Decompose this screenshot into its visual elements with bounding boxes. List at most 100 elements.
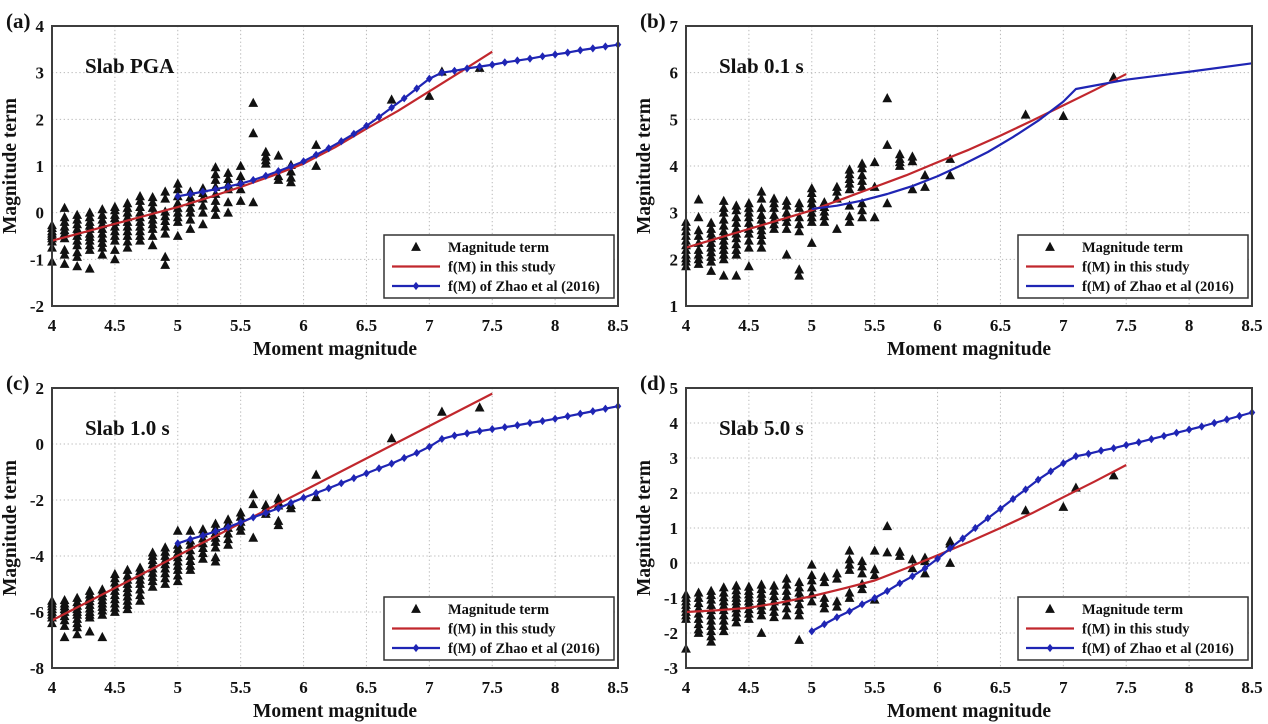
svg-text:-3: -3 [664,659,678,678]
svg-text:1: 1 [670,297,679,316]
legend-entry-label: Magnitude term [1082,602,1183,618]
legend-entry-label: f(M) in this study [448,622,556,638]
svg-text:6: 6 [933,678,942,697]
svg-text:7.5: 7.5 [482,316,503,335]
svg-text:4: 4 [48,678,57,697]
chart-svg: 4 4.5 5 5.5 6 6.5 7 7.5 8 8.5 -8 -6 -4 -2 0 2 Moment mag… [0,362,634,724]
y-axis-label: Magnitude term [634,98,655,234]
legend-entry-label: Magnitude term [1082,240,1183,256]
panel-b-slab-0.1s-chart: 4 4.5 5 5.5 6 6.5 7 7.5 8 8.5 1 2 3 4 5 6 7 Moment magnit… [634,0,1268,362]
panel-label: (a) [6,9,31,33]
grid-lines [52,26,618,306]
chart-svg: 4 4.5 5 5.5 6 6.5 7 7.5 8 8.5 -2 -1 0 1 2 3 4 Moment magn… [0,0,634,362]
svg-text:6: 6 [299,316,308,335]
svg-text:6.5: 6.5 [990,678,1011,697]
panel-title: Slab PGA [85,54,175,78]
svg-text:4.5: 4.5 [738,678,759,697]
svg-text:-8: -8 [30,659,44,678]
svg-text:6.5: 6.5 [990,316,1011,335]
svg-text:8: 8 [551,678,560,697]
legend-entry-label: f(M) of Zhao et al (2016) [1082,279,1234,295]
study-fit-line [51,50,493,242]
x-axis-label: Moment magnitude [253,339,417,360]
svg-text:3: 3 [670,204,679,223]
svg-text:2: 2 [670,250,679,269]
panel-a-slab-pga-chart: 4 4.5 5 5.5 6 6.5 7 7.5 8 8.5 -2 -1 0 1 2 3 4 Moment magn… [0,0,634,362]
grid-lines [686,26,1252,306]
svg-text:2: 2 [36,110,45,129]
panel-background [634,0,1268,362]
svg-text:8.5: 8.5 [1241,316,1262,335]
study-fit-line [685,464,1127,614]
svg-text:-1: -1 [664,589,678,608]
svg-text:6.5: 6.5 [356,316,377,335]
legend: Magnitude term f(M) in this study f(M) of … [1017,234,1249,299]
chart-svg: 4 4.5 5 5.5 6 6.5 7 7.5 8 8.5 1 2 3 4 5 6 7 Moment magnit… [634,0,1268,362]
zhao-fit-line [174,40,622,201]
svg-text:6.5: 6.5 [356,678,377,697]
svg-text:5.5: 5.5 [230,316,251,335]
svg-text:7.5: 7.5 [1116,678,1137,697]
svg-text:6: 6 [299,678,308,697]
svg-text:5: 5 [808,678,817,697]
svg-text:7: 7 [670,17,679,36]
svg-text:7: 7 [1059,316,1068,335]
study-fit-line [51,392,493,622]
svg-text:-2: -2 [30,491,44,510]
svg-text:7.5: 7.5 [1116,316,1137,335]
panel-title: Slab 5.0 s [719,416,804,440]
svg-text:5: 5 [670,379,679,398]
axis-box [685,25,1253,307]
legend-entry-label: Magnitude term [448,240,549,256]
svg-text:-2: -2 [664,624,678,643]
x-axis-label: Moment magnitude [887,339,1051,360]
legend: Magnitude term f(M) in this study f(M) of … [383,596,615,661]
panel-label: (c) [6,371,29,395]
svg-text:8: 8 [1185,316,1194,335]
tick-labels: 4 4.5 5 5.5 6 6.5 7 7.5 8 8.5 1 2 3 4 5 6 7 [670,17,1263,335]
svg-text:4.5: 4.5 [104,678,125,697]
panel-c-slab-1.0s-chart: 4 4.5 5 5.5 6 6.5 7 7.5 8 8.5 -8 -6 -4 -2 0 2 Moment mag… [0,362,634,724]
svg-text:2: 2 [36,379,45,398]
zhao-fit-line [811,62,1253,211]
panel-label: (d) [640,371,666,395]
legend: Magnitude term f(M) in this study f(M) of … [1017,596,1249,661]
panel-label: (b) [640,9,666,33]
tick-labels: 4 4.5 5 5.5 6 6.5 7 7.5 8 8.5 -8 -6 -4 -2 0 2 [30,379,629,697]
svg-text:4: 4 [36,17,45,36]
grid-lines [686,388,1252,668]
x-axis-label: Moment magnitude [887,701,1051,722]
svg-text:2: 2 [670,484,679,503]
panel-title: Slab 0.1 s [719,54,804,78]
axis-box [685,387,1253,669]
panel-d-slab-5.0s-chart: 4 4.5 5 5.5 6 6.5 7 7.5 8 8.5 -3 -2 -1 0 1 2 3 4 5 Moment m… [634,362,1268,724]
svg-text:8.5: 8.5 [1241,678,1262,697]
legend-entry-label: f(M) in this study [1082,622,1190,638]
svg-text:4: 4 [48,316,57,335]
axis-box [51,387,619,669]
svg-text:7.5: 7.5 [482,678,503,697]
svg-text:-1: -1 [30,250,44,269]
svg-text:4: 4 [670,414,679,433]
tick-labels: 4 4.5 5 5.5 6 6.5 7 7.5 8 8.5 -2 -1 0 1 2 3 4 [30,17,629,335]
svg-text:4: 4 [682,678,691,697]
svg-text:6: 6 [933,316,942,335]
svg-text:5.5: 5.5 [230,678,251,697]
svg-text:4: 4 [670,157,679,176]
y-axis-label: Magnitude term [0,98,21,234]
svg-text:-4: -4 [30,547,45,566]
svg-text:0: 0 [36,204,45,223]
svg-text:8: 8 [1185,678,1194,697]
svg-text:-2: -2 [30,297,44,316]
legend-box [383,234,615,299]
svg-text:0: 0 [670,554,679,573]
svg-text:1: 1 [670,519,679,538]
legend-entry-label: Magnitude term [448,602,549,618]
chart-svg: 4 4.5 5 5.5 6 6.5 7 7.5 8 8.5 -3 -2 -1 0 1 2 3 4 5 Moment m… [634,362,1268,724]
svg-text:5.5: 5.5 [864,678,885,697]
svg-text:5: 5 [174,316,183,335]
svg-text:6: 6 [670,64,679,83]
y-axis-label: Magnitude term [0,460,21,596]
legend-entry-label: f(M) in this study [448,260,556,276]
